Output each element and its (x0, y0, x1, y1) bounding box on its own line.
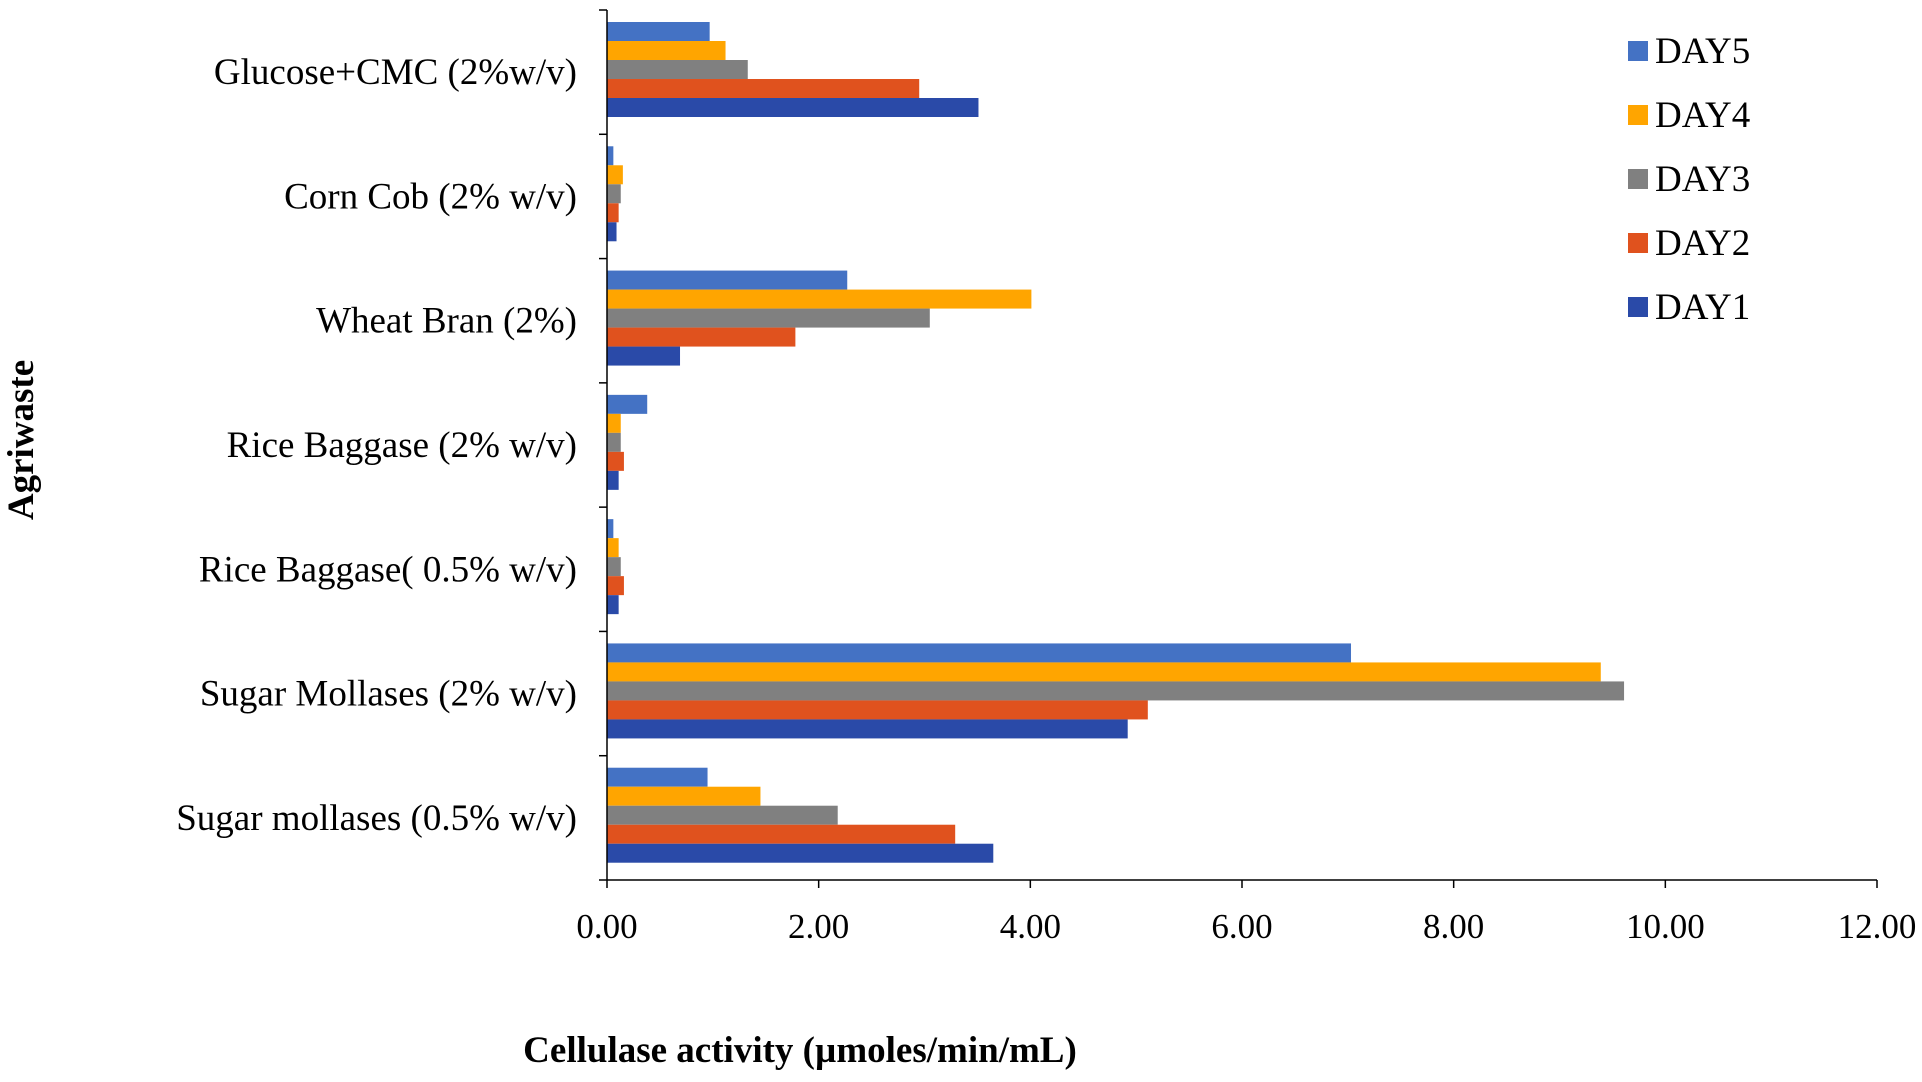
legend-label-day1: DAY1 (1655, 287, 1750, 328)
bar-day3 (607, 805, 838, 825)
bar-day2 (607, 576, 624, 596)
legend-label-day3: DAY3 (1655, 159, 1750, 200)
category-labels: Glucose+CMC (2%w/v) Corn Cob (2% w/v) Whea… (176, 52, 577, 839)
category-label: Sugar Mollases (2% w/v) (200, 674, 577, 715)
legend-swatch-day5 (1628, 41, 1648, 61)
x-axis-title: Cellulase activity (µmoles/min/mL) (523, 1030, 1077, 1071)
bar-day5 (607, 146, 614, 166)
x-tick-labels: 0.00 2.00 4.00 6.00 8.00 10.00 12.00 (576, 907, 1916, 946)
bar-day1 (607, 719, 1128, 739)
x-tick-label: 10.00 (1626, 907, 1705, 946)
category-label: Rice Baggase( 0.5% w/v) (199, 549, 577, 590)
bar-day4 (607, 786, 761, 806)
category-label: Corn Cob (2% w/v) (284, 176, 577, 217)
legend-swatch-day2 (1628, 233, 1648, 253)
legend-swatch-day1 (1628, 297, 1648, 317)
bar-day2 (607, 824, 956, 844)
bar-day5 (607, 394, 648, 414)
y-axis-title: Agriwaste (1, 360, 42, 520)
bar-day3 (607, 681, 1625, 701)
x-tick-label: 0.00 (576, 907, 637, 946)
bar-day2 (607, 700, 1148, 720)
bar-day1 (607, 222, 617, 242)
bar-day4 (607, 165, 623, 185)
bar-day3 (607, 432, 621, 452)
bar-day5 (607, 767, 708, 787)
x-tick-label: 6.00 (1211, 907, 1272, 946)
bar-day2 (607, 79, 920, 98)
bar-day4 (607, 413, 621, 433)
category-label: Glucose+CMC (2%w/v) (214, 52, 577, 93)
legend-swatch-day3 (1628, 169, 1648, 189)
bar-day2 (607, 203, 619, 223)
bars-group (607, 22, 1625, 863)
bar-day5 (607, 22, 710, 41)
y-axis-ticks (599, 9, 607, 881)
bar-day4 (607, 41, 726, 60)
x-tick-label: 12.00 (1838, 907, 1917, 946)
bar-day1 (607, 98, 979, 117)
bar-day1 (607, 595, 619, 615)
bar-day4 (607, 538, 619, 558)
legend-label-day5: DAY5 (1655, 31, 1750, 72)
bar-day1 (607, 843, 994, 863)
bar-day4 (607, 289, 1032, 309)
bar-day1 (607, 346, 681, 366)
legend-swatch-day4 (1628, 105, 1648, 125)
bar-day4 (607, 662, 1601, 682)
bar-day3 (607, 308, 930, 328)
bar-day5 (607, 519, 614, 539)
bar-day5 (607, 270, 848, 290)
bar-day2 (607, 451, 624, 471)
bar-day3 (607, 184, 621, 204)
x-tick-label: 4.00 (1000, 907, 1061, 946)
legend-label-day2: DAY2 (1655, 223, 1750, 264)
bar-day5 (607, 643, 1352, 663)
x-tick-label: 2.00 (788, 907, 849, 946)
legend-label-day4: DAY4 (1655, 95, 1750, 136)
bar-day1 (607, 470, 619, 490)
x-tick-label: 8.00 (1423, 907, 1484, 946)
category-label: Rice Baggase (2% w/v) (227, 425, 577, 466)
category-label: Sugar mollases (0.5% w/v) (176, 798, 577, 839)
x-axis-ticks (606, 880, 1878, 888)
bar-day2 (607, 327, 796, 347)
category-label: Wheat Bran (2%) (316, 301, 577, 342)
bar-day3 (607, 60, 748, 79)
bar-day3 (607, 557, 621, 577)
legend: DAY5 DAY4 DAY3 DAY2 DAY1 (1628, 31, 1750, 328)
